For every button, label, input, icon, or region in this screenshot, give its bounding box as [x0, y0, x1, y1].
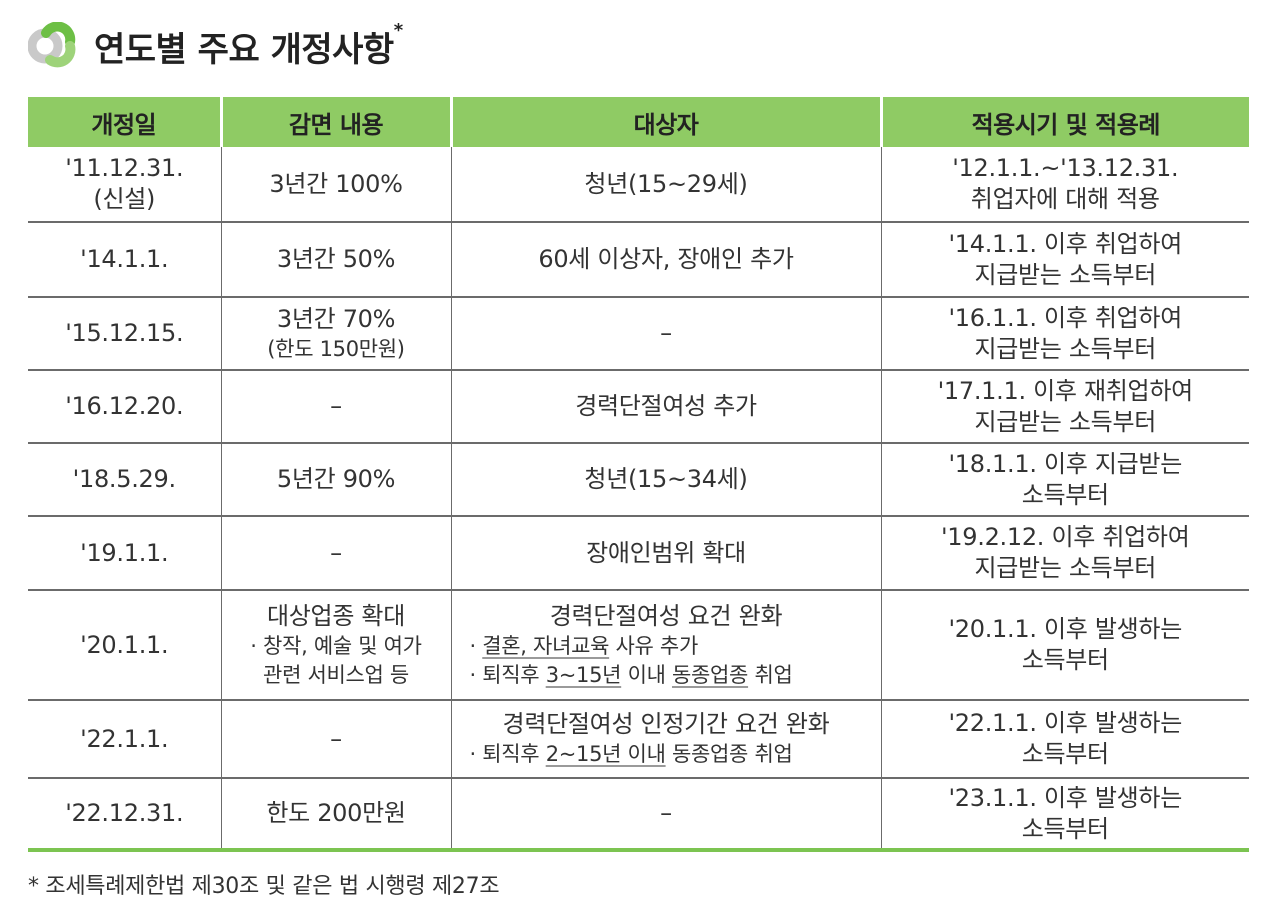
cell-reduction: – — [220, 699, 451, 778]
table-row: '14.1.1. 3년간 50% 60세 이상자, 장애인 추가 '14.1.1… — [28, 221, 1249, 297]
table-row: '16.12.20. – 경력단절여성 추가 '17.1.1. 이후 재취업하여… — [28, 369, 1249, 443]
cell-application: '23.1.1. 이후 발생하는 소득부터 — [880, 777, 1249, 852]
table-row: '22.1.1. – 경력단절여성 인정기간 요건 완화 · 퇴직후 2~15년… — [28, 699, 1249, 778]
target-bullet: · 퇴직후 3~15년 이내 동종업종 취업 — [469, 662, 793, 687]
page-title: 연도별 주요 개정사항* — [94, 19, 403, 70]
table-row: '22.12.31. 한도 200만원 – '23.1.1. 이후 발생하는 소득… — [28, 777, 1249, 852]
header-reduction: 감면 내용 — [219, 97, 451, 147]
cell-date: '15.12.15. — [28, 296, 221, 370]
cell-date: '16.12.20. — [28, 369, 221, 443]
cell-date: '22.12.31. — [28, 777, 221, 852]
cell-target: – — [450, 296, 881, 370]
table-row: '11.12.31. (신설) 3년간 100% 청년(15~29세) '12.1… — [28, 147, 1249, 222]
cell-reduction: 한도 200만원 — [220, 777, 451, 852]
amendments-table: 개정일 감면 내용 대상자 적용시기 및 적용례 '11.12.31. (신설) … — [28, 97, 1249, 852]
cell-date: '20.1.1. — [28, 589, 221, 700]
target-bullet: · 퇴직후 2~15년 이내 동종업종 취업 — [469, 742, 793, 766]
page-header: 연도별 주요 개정사항* — [28, 18, 403, 74]
title-footnote-mark: * — [393, 19, 403, 41]
cell-reduction: 대상업종 확대 · 창작, 예술 및 여가 관련 서비스업 등 — [220, 589, 451, 700]
cell-target: 경력단절여성 요건 완화 · 결혼, 자녀교육 사유 추가 · 퇴직후 3~15… — [450, 589, 881, 700]
cell-date: '19.1.1. — [28, 515, 221, 590]
target-bullet: · 결혼, 자녀교육 사유 추가 — [469, 633, 699, 658]
header-application: 적용시기 및 적용례 — [879, 97, 1249, 147]
cell-reduction: – — [220, 369, 451, 443]
header-target: 대상자 — [449, 97, 881, 147]
footnote: * 조세특례제한법 제30조 및 같은 법 시행령 제27조 — [28, 874, 500, 899]
cell-application: '14.1.1. 이후 취업하여 지급받는 소득부터 — [880, 221, 1249, 297]
cell-application: '18.1.1. 이후 지급받는 소득부터 — [880, 442, 1249, 516]
cell-target: 60세 이상자, 장애인 추가 — [450, 221, 881, 297]
green-ring-logo-icon — [28, 22, 76, 68]
cell-target: 경력단절여성 추가 — [450, 369, 881, 443]
cell-application: '20.1.1. 이후 발생하는 소득부터 — [880, 589, 1249, 700]
cell-date: '14.1.1. — [28, 221, 221, 297]
cell-application: '12.1.1.~'13.12.31. 취업자에 대해 적용 — [880, 147, 1249, 222]
cell-reduction: 3년간 50% — [220, 221, 451, 297]
cell-target: 경력단절여성 인정기간 요건 완화 · 퇴직후 2~15년 이내 동종업종 취업 — [450, 699, 881, 778]
cell-reduction: 3년간 100% — [220, 147, 451, 222]
cell-application: '19.2.12. 이후 취업하여 지급받는 소득부터 — [880, 515, 1249, 590]
cell-application: '17.1.1. 이후 재취업하여 지급받는 소득부터 — [880, 369, 1249, 443]
cell-target: 청년(15~34세) — [450, 442, 881, 516]
table-row: '18.5.29. 5년간 90% 청년(15~34세) '18.1.1. 이후… — [28, 442, 1249, 516]
cell-application: '16.1.1. 이후 취업하여 지급받는 소득부터 — [880, 296, 1249, 370]
cell-target: 장애인범위 확대 — [450, 515, 881, 590]
cell-target: 청년(15~29세) — [450, 147, 881, 222]
cell-reduction: 3년간 70% (한도 150만원) — [220, 296, 451, 370]
cell-reduction: 5년간 90% — [220, 442, 451, 516]
table-row: '19.1.1. – 장애인범위 확대 '19.2.12. 이후 취업하여 지급받… — [28, 515, 1249, 590]
cell-date: '11.12.31. (신설) — [65, 154, 184, 213]
table-row: '20.1.1. 대상업종 확대 · 창작, 예술 및 여가 관련 서비스업 등… — [28, 589, 1249, 700]
table-row: '15.12.15. 3년간 70% (한도 150만원) – '16.1.1. … — [28, 296, 1249, 370]
table-header-row: 개정일 감면 내용 대상자 적용시기 및 적용례 — [28, 97, 1249, 147]
cell-target: – — [450, 777, 881, 852]
header-revision-date: 개정일 — [28, 97, 221, 147]
cell-date: '18.5.29. — [28, 442, 221, 516]
cell-reduction: – — [220, 515, 451, 590]
cell-application: '22.1.1. 이후 발생하는 소득부터 — [880, 699, 1249, 778]
cell-date: '22.1.1. — [28, 699, 221, 778]
